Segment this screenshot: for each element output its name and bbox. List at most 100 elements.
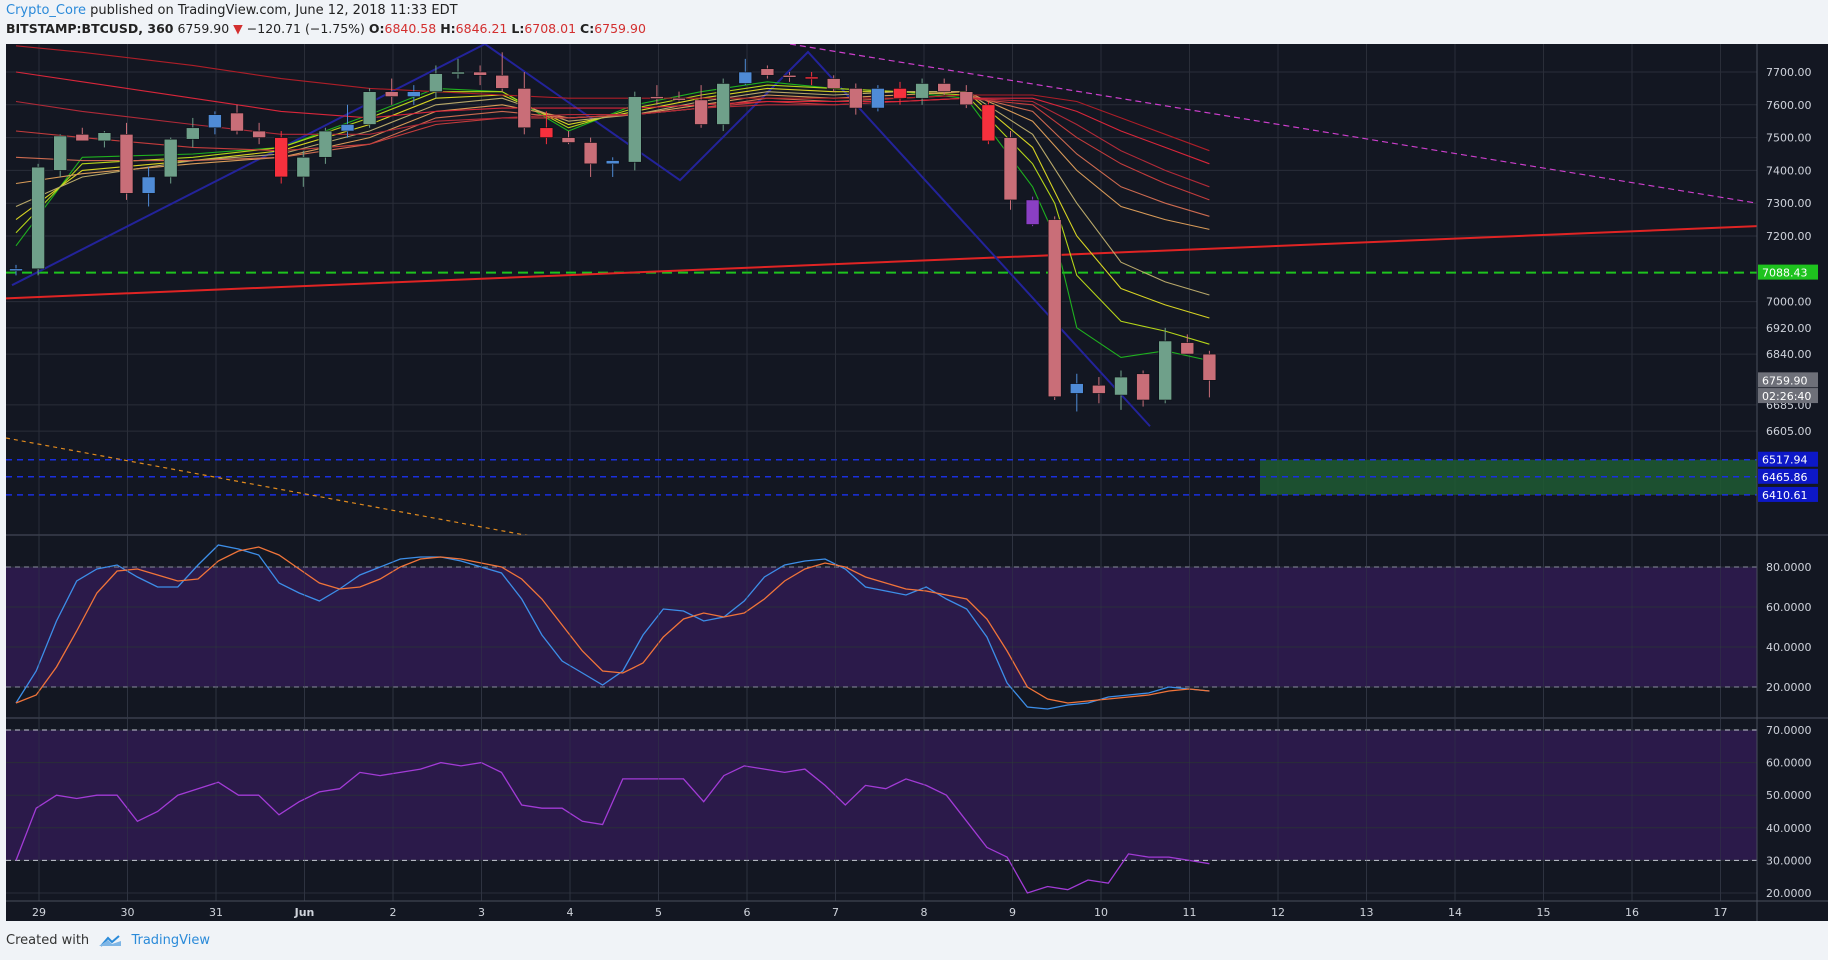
tradingview-link[interactable]: TradingView: [131, 933, 210, 948]
price-tag-bg: [1758, 468, 1818, 484]
time-tick-label: 10: [1094, 906, 1108, 919]
time-tick-label: 11: [1183, 906, 1197, 919]
price-tick-label: 6840.00: [1766, 348, 1812, 361]
candle-body: [384, 91, 399, 97]
candle-body: [738, 71, 753, 84]
price-tick-label: 7400.00: [1766, 164, 1812, 177]
candle-body: [517, 88, 532, 129]
rsi-series-line: [15, 761, 1210, 894]
price-tag-label: 6410.61: [1762, 489, 1808, 502]
price-tick-label: 7500.00: [1766, 132, 1812, 145]
candle-body: [53, 135, 68, 171]
ema-line: [15, 84, 1210, 345]
candle-body: [1158, 340, 1172, 401]
open-label: O:: [368, 21, 385, 36]
candle-body: [141, 176, 156, 194]
rsi-tick-label: 50.0000: [1766, 789, 1812, 802]
rsi-tick-label: 60.0000: [1766, 757, 1812, 770]
stoch-band: [6, 567, 1757, 687]
candle-body: [539, 127, 554, 138]
candle-body: [362, 91, 377, 125]
time-tick-label: 31: [209, 906, 223, 919]
footer: Created with TradingView: [6, 933, 210, 948]
price-tag-label: 6517.94: [1762, 454, 1808, 467]
tradingview-logo-icon: [99, 934, 122, 947]
orange-dashed-trendline: [6, 437, 528, 535]
time-axis-background: [6, 901, 1828, 921]
candle-body: [1025, 199, 1040, 225]
time-tick-label: 7: [832, 906, 839, 919]
candle-body: [1070, 383, 1084, 394]
candle-body: [826, 78, 841, 89]
rsi-tick-label: 40.0000: [1766, 822, 1812, 835]
candle-body: [451, 71, 465, 75]
candle-body: [1136, 373, 1150, 401]
candle-body: [1047, 219, 1062, 398]
candle-body: [605, 160, 620, 165]
price-tick-label: 6605.00: [1766, 425, 1812, 438]
candle-body: [915, 83, 929, 99]
candle-body: [9, 268, 23, 272]
stoch-tick-label: 60.0000: [1766, 601, 1812, 614]
candle-body: [119, 134, 134, 194]
price-tag-label: 02:26:40: [1762, 390, 1811, 403]
last-price: 6759.90: [177, 21, 230, 36]
candle-body: [208, 114, 222, 129]
down-arrow-icon: ▼: [233, 21, 243, 36]
candle-body: [650, 96, 664, 99]
candle-body: [1202, 353, 1217, 381]
price-tick-label: 6920.00: [1766, 322, 1812, 335]
time-tick-label: 2: [390, 906, 397, 919]
rsi-pane: [6, 729, 1757, 894]
candle-body: [981, 104, 996, 142]
candle-body: [75, 134, 90, 142]
candle-body: [318, 130, 333, 158]
created-with-label: Created with: [6, 933, 90, 948]
time-tick-label: 4: [567, 906, 574, 919]
candle-body: [893, 88, 907, 99]
candle-body: [583, 142, 598, 165]
time-tick-label: 15: [1537, 906, 1551, 919]
candle-body: [31, 166, 45, 270]
symbol-label: BITSTAMP:BTCUSD, 360: [6, 21, 174, 36]
time-tick-label: 17: [1714, 906, 1728, 919]
candle-body: [296, 156, 311, 178]
candle-body: [804, 76, 819, 80]
candle-body: [871, 88, 885, 109]
candle-body: [252, 130, 266, 138]
time-tick-label: 29: [32, 906, 46, 919]
price-tag-bg: [1758, 451, 1818, 467]
close-value: 6759.90: [594, 21, 646, 36]
stoch-tick-label: 20.0000: [1766, 681, 1812, 694]
elliott-wave-line: [11, 44, 1151, 427]
low-label: L:: [511, 21, 525, 36]
time-tick-label: 14: [1448, 906, 1462, 919]
price-tag-bg: [1758, 388, 1818, 404]
candle-body: [473, 71, 487, 76]
candle-body: [340, 124, 355, 132]
stoch-series-line: [15, 544, 1210, 710]
price-tick-label: 7600.00: [1766, 99, 1812, 112]
candle-body: [694, 99, 708, 125]
time-tick-label: 6: [744, 906, 751, 919]
publish-info: published on TradingView.com, June 12, 2…: [90, 3, 458, 18]
stoch-tick-label: 40.0000: [1766, 641, 1812, 654]
stoch-series-line: [15, 546, 1210, 704]
high-value: 6846.21: [455, 21, 508, 36]
price-change: −120.71 (−1.75%): [246, 21, 365, 36]
stoch-tick-label: 80.0000: [1766, 561, 1812, 574]
author-link[interactable]: Crypto_Core: [6, 3, 87, 18]
candle-body: [760, 68, 775, 76]
candle-body: [959, 91, 974, 106]
open-value: 6840.58: [384, 21, 437, 36]
candle-body: [274, 137, 289, 178]
candle-body: [429, 73, 443, 92]
main-pane: [6, 44, 1757, 535]
rsi-tick-label: 20.0000: [1766, 887, 1812, 900]
candle-body: [716, 83, 731, 125]
time-tick-label: 8: [921, 906, 928, 919]
price-tag-bg: [1758, 264, 1818, 280]
time-tick-label: 30: [121, 906, 135, 919]
candle-body: [627, 96, 642, 163]
